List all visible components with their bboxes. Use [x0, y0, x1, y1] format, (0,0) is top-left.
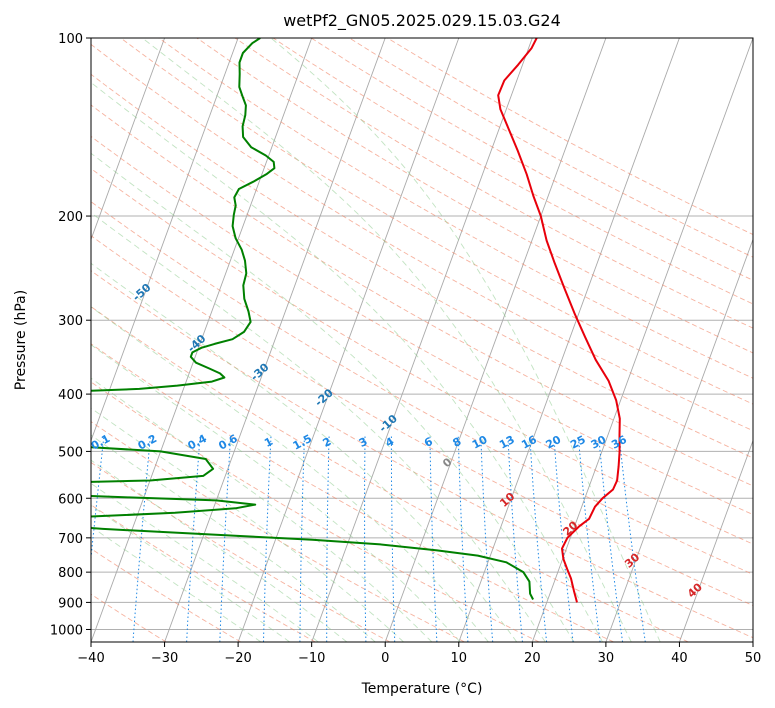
mixing-ratio-line: [529, 435, 548, 642]
mixing-ratio-line: [480, 435, 494, 642]
dry-adiabat: [272, 38, 753, 305]
mixing-ratio-line: [507, 435, 523, 642]
x-tick-label: −40: [77, 651, 104, 666]
mixing-ratio-line: [364, 435, 367, 642]
dry-adiabat: [91, 306, 689, 642]
skewed-isotherm: [605, 238, 753, 642]
skewed-isotherm: [678, 439, 753, 642]
dry-adiabats: [91, 38, 753, 642]
mixing-ratio-line: [326, 435, 330, 642]
mixing-ratio-line: [219, 435, 232, 642]
mixing-ratio-line: [429, 435, 438, 642]
moist-adiabat: [142, 38, 632, 642]
y-axis-label: Pressure (hPa): [13, 290, 29, 390]
chart-title: wetPf2_GN05.2025.029.15.03.G24: [283, 11, 561, 31]
dry-adiabat: [234, 38, 753, 329]
y-tick-label: 900: [58, 596, 83, 611]
x-tick-label: −20: [224, 651, 251, 666]
moist-adiabat: [91, 377, 433, 642]
x-axis-label: Temperature (°C): [361, 681, 483, 697]
moist-adiabat: [91, 434, 376, 642]
y-tick-label: 800: [58, 566, 83, 581]
skewed-isotherm: [458, 38, 680, 642]
dry-adiabat: [91, 270, 753, 639]
dry-adiabat: [91, 421, 465, 642]
mixing-ratio-label: 30: [589, 433, 609, 452]
mixing-ratio-label: 36: [609, 433, 629, 452]
dry-adiabat: [91, 201, 753, 575]
x-tick-label: 20: [524, 651, 541, 666]
mixing-ratio-label: 13: [497, 433, 517, 452]
moist-adiabat: [270, 38, 661, 642]
skewed-isotherm: [91, 38, 313, 642]
x-tick-label: 0: [381, 651, 389, 666]
moist-adiabat: [91, 344, 461, 642]
skewed-isotherm: [531, 38, 753, 642]
moist-adiabat: [91, 81, 603, 642]
y-tick-label: 100: [58, 32, 83, 47]
y-tick-label: 600: [58, 492, 83, 507]
moist-adiabat: [91, 212, 546, 642]
mixing-ratio-line: [299, 435, 305, 642]
mixing-ratio-line: [553, 435, 574, 642]
moist-adiabat: [91, 482, 319, 642]
skewed-isotherm: [91, 38, 239, 442]
moist-adiabats: [91, 38, 661, 642]
dry-adiabat: [91, 343, 614, 642]
y-tick-label: 500: [58, 445, 83, 460]
moist-adiabat: [91, 526, 262, 642]
moist-adiabat: [91, 152, 575, 642]
x-tick-label: 30: [598, 651, 615, 666]
moist-adiabat: [91, 407, 404, 642]
skewed-isotherm: [237, 38, 460, 642]
mixing-ratio-label: 10: [470, 433, 490, 452]
dry-adiabat: [91, 73, 753, 459]
mixing-ratio-lines: [91, 435, 646, 642]
moist-adiabat: [91, 262, 518, 642]
dry-adiabat: [91, 43, 753, 432]
y-tick-label: 300: [58, 314, 83, 329]
temperature-profile-line: [497, 38, 621, 603]
dry-adiabat: [91, 548, 242, 642]
x-tick-label: −10: [298, 651, 325, 666]
y-tick-label: 1000: [50, 623, 83, 638]
x-tick-label: 10: [451, 651, 468, 666]
skewed-isotherm: [384, 38, 607, 642]
y-tick-label: 400: [58, 388, 83, 403]
dry-adiabat: [91, 461, 391, 642]
x-axis-ticks: −40 −30 −20 −10 0 10 20 30 40 50: [77, 642, 761, 666]
mixing-ratio-line: [132, 435, 151, 642]
x-tick-label: 40: [671, 651, 688, 666]
y-axis-ticks: 100 200 300 400 500 600 700 800 900 1000: [50, 32, 91, 638]
mixing-ratio-label: 20: [544, 433, 564, 452]
dewpoint-profile-line: [91, 38, 534, 600]
y-tick-label: 200: [58, 210, 83, 225]
dry-adiabat: [91, 104, 753, 487]
skewed-isotherm: [164, 38, 386, 642]
dry-adiabat: [91, 381, 540, 642]
mixing-ratio-line: [263, 435, 272, 642]
dry-adiabat: [196, 38, 753, 354]
mixing-ratio-line: [186, 435, 201, 642]
x-tick-label: 50: [745, 651, 762, 666]
plot-frame: [90, 37, 754, 643]
dry-adiabat: [91, 235, 753, 607]
mixing-ratio-label: 16: [519, 433, 539, 452]
mixing-ratio-line: [598, 435, 624, 642]
dry-adiabat: [91, 168, 753, 545]
mixing-ratio-line: [577, 435, 601, 642]
y-tick-label: 700: [58, 532, 83, 547]
profile-series: [91, 38, 621, 603]
dry-adiabat: [91, 504, 316, 642]
moist-adiabat: [91, 306, 489, 642]
moist-adiabat: [91, 504, 291, 642]
mixing-ratio-label: 25: [568, 433, 588, 452]
x-tick-label: −30: [151, 651, 178, 666]
mixing-ratio-line: [618, 435, 646, 642]
skewed-isotherm: [91, 38, 166, 241]
mixing-ratio-line: [390, 435, 396, 642]
mixing-ratio-line: [457, 435, 469, 642]
